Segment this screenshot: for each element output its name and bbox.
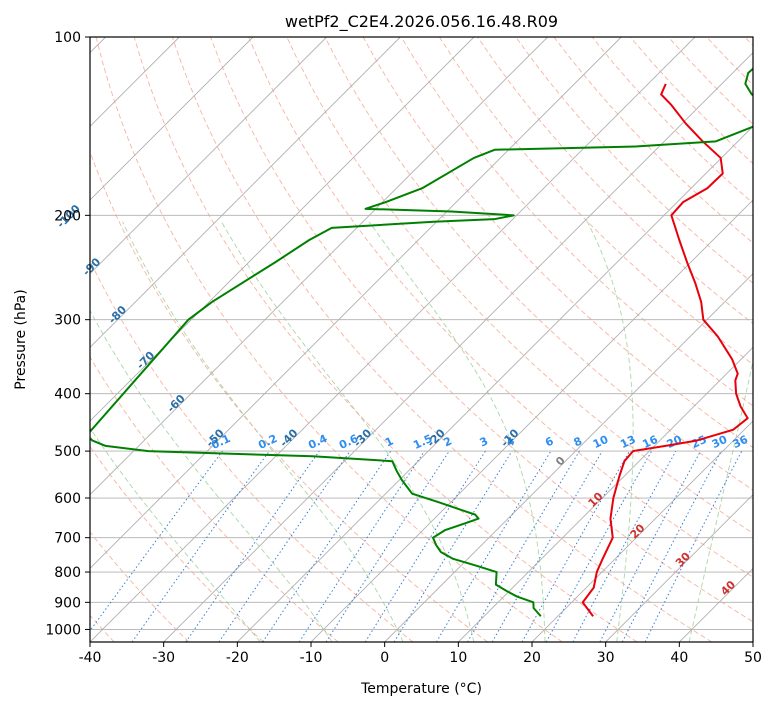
dry-adiabat-line [134,37,637,642]
isotherm-line [164,37,769,642]
mixing-ratio-line [573,451,676,642]
axes: -40 -30 -20 -10 0 10 20 30 40 5010020030040050060… [45,30,762,666]
mixing-ratio-label: 10 [591,433,611,451]
y-tick-label: 300 [54,313,81,329]
skew-t-chart: 0.1 0.2 0.4 0.6 1 1.5 2 3 4 6 8 10 13 16 20 25 30 36-100-… [0,0,775,708]
isotherm-line [458,37,775,642]
mixing-ratio-line [263,451,391,642]
isotherm-line [532,37,775,642]
dry-adiabat-line [20,37,413,642]
moist-adiabats [0,222,775,642]
dry-adiabat-line [58,37,488,642]
profiles [87,37,775,616]
mixing-ratio-label: 3 [478,434,490,449]
dry-adiabat-line [554,37,775,642]
dry-adiabat-line [0,37,338,642]
dry-adiabats [0,37,775,642]
y-tick-label: 900 [54,595,81,611]
mixing-ratio-line [622,451,721,642]
isotherms [0,37,775,642]
isotherm-line [237,37,775,642]
isotherm-line [0,37,253,642]
isotherm-line [0,37,548,642]
mixing-ratio-line [600,451,701,642]
adiabat-label: 20 [628,521,648,541]
moist-adiabat-line [689,222,775,642]
dry-adiabat-line [478,37,775,642]
x-tick-label: 30 [597,650,615,666]
x-axis-label: Temperature (°C) [360,681,482,697]
adiabat-label: 10 [586,490,606,510]
y-tick-label: 400 [54,387,81,403]
x-tick-label: 0 [380,650,389,666]
x-tick-label: -30 [152,650,175,666]
y-tick-label: 700 [54,531,81,547]
mixing-ratio-label: 1 [383,434,395,449]
mixing-ratio-line [436,451,550,642]
dry-adiabat-line [516,37,775,642]
isotherm-line [16,37,621,642]
dewpoint-profile-line [87,37,775,616]
background-lines [0,37,775,642]
isotherm-line [385,37,775,642]
adiabat-label: -80 [106,303,129,326]
y-axis-label: Pressure (hPa) [13,289,29,389]
mixing-ratio-label: 36 [731,433,751,451]
mixing-ratio-line [546,451,651,642]
dry-adiabat-line [0,37,264,642]
isotherm-line [753,37,775,642]
isotherm-line [679,37,775,642]
mixing-ratio-label: 0.4 [306,432,329,452]
dry-adiabat-line [172,37,711,642]
isotherm-line [311,37,775,642]
mixing-ratio-label: 13 [618,433,637,451]
isotherm-line [0,37,474,642]
adiabat-label: 30 [673,549,693,569]
adiabat-label: -90 [80,255,103,278]
mixing-ratio-label: 6 [543,434,556,449]
mixing-ratio-line [82,451,223,642]
moist-adiabat-line [369,222,545,642]
dry-adiabat-line [707,37,775,642]
adiabat-label: -40 [277,426,300,449]
y-tick-label: 100 [54,30,81,46]
adiabat-label: -60 [165,392,188,415]
x-tick-label: 20 [523,650,541,666]
y-tick-label: 200 [54,208,81,224]
x-tick-label: 50 [744,650,762,666]
y-tick-label: 600 [54,491,81,507]
mixing-ratio-lines [82,451,742,642]
x-tick-label: 10 [449,650,467,666]
mixing-ratio-label: 20 [665,433,685,451]
isobars [90,37,753,629]
adiabat-label: 40 [718,578,738,598]
mixing-ratio-line [219,451,350,642]
isotherm-line [0,37,400,642]
x-tick-label: -40 [79,650,102,666]
dry-adiabat-line [363,37,775,642]
y-tick-label: 500 [54,444,81,460]
mixing-ratio-line [326,451,449,642]
chart-title: wetPf2_C2E4.2026.056.16.48.R09 [285,12,558,32]
x-tick-label: -20 [226,650,249,666]
mixing-ratio-label: 8 [572,434,584,449]
isotherm-line [0,37,327,642]
adiabat-label: -10 [498,426,521,449]
y-tick-label: 800 [54,565,81,581]
x-tick-label: 40 [670,650,688,666]
x-tick-label: -10 [300,650,323,666]
y-tick-label: 1000 [45,622,81,638]
isotherm-line [90,37,695,642]
